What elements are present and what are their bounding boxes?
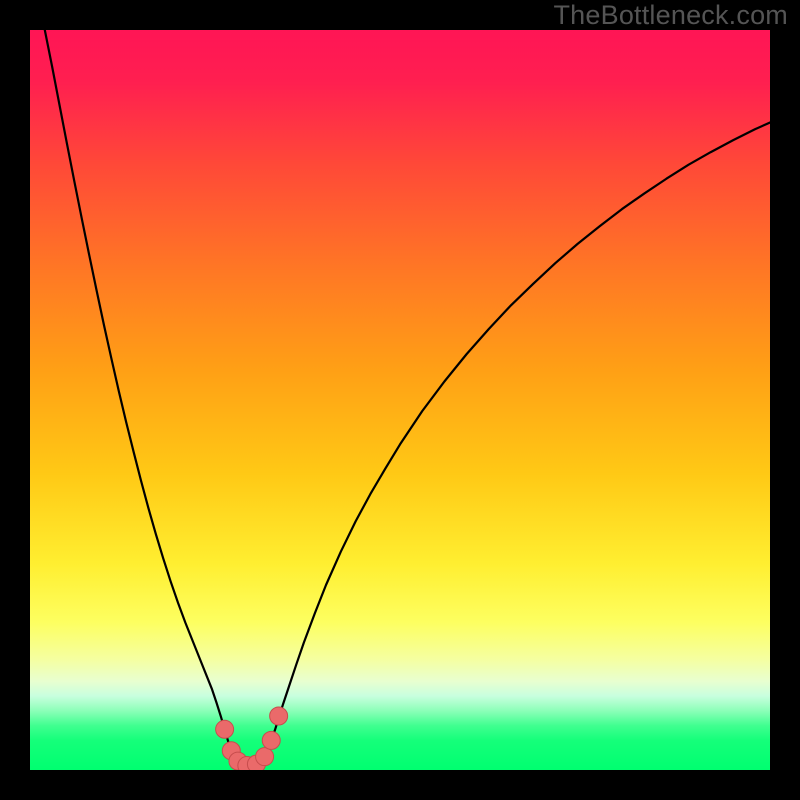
marker-dot (262, 731, 280, 749)
watermark-text: TheBottleneck.com (553, 0, 788, 31)
marker-dot (270, 707, 288, 725)
marker-dot (256, 748, 274, 766)
marker-group (216, 707, 288, 770)
marker-dot (216, 720, 234, 738)
plot-area (30, 30, 770, 770)
bottleneck-curve (45, 30, 770, 766)
curve-layer (30, 30, 770, 770)
